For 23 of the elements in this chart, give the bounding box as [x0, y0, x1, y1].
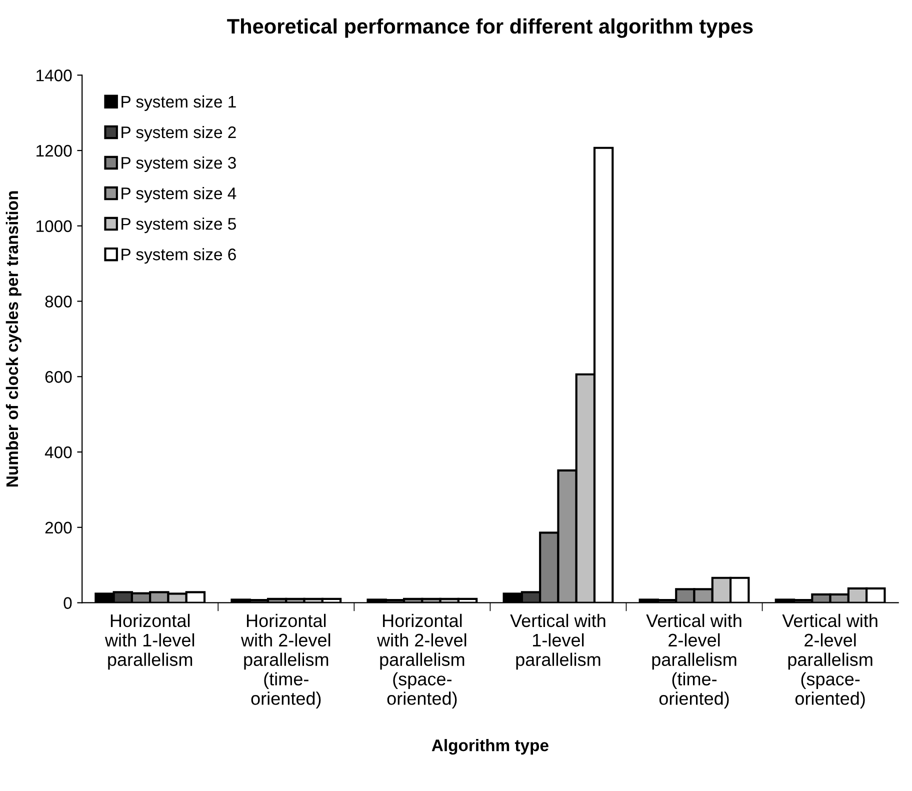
- legend-label: P system size 6: [122, 248, 236, 264]
- y-axis-title: Number of clock cycles per transition: [6, 191, 22, 486]
- legend-label: P system size 5: [122, 218, 236, 234]
- y-tick-label: 400: [44, 446, 72, 458]
- y-tick-label: 1200: [36, 144, 72, 157]
- y-tick-label: 200: [45, 522, 72, 534]
- x-tick-label: Vertical with 2-level parallelism (time- oriented): [646, 614, 742, 708]
- y-tick-label: 600: [45, 371, 72, 383]
- legend-label: P system size 2: [122, 126, 236, 142]
- legend-label: P system size 3: [122, 156, 236, 172]
- y-tick-label: 1400: [36, 70, 72, 82]
- legend-label: P system size 4: [122, 187, 236, 203]
- y-tick-label: 0: [64, 597, 72, 609]
- x-axis-title: Algorithm type: [432, 739, 548, 755]
- x-tick-label: Vertical with 1-level parallelism: [510, 614, 606, 670]
- y-tick-label: 800: [45, 296, 72, 308]
- legend-label: P system size 1: [122, 95, 236, 111]
- x-tick-label: Horizontal with 1-level parallelism: [104, 614, 194, 670]
- x-tick-label: Horizontal with 2-level parallelism (space- oriented): [377, 614, 466, 708]
- y-tick-label: 1000: [36, 220, 72, 232]
- x-tick-label: Horizontal with 2-level parallelism (time- oriented): [240, 614, 330, 708]
- x-tick-label: Vertical with 2-level parallelism (space- oriented): [782, 614, 878, 708]
- chart-title: Theoretical performance for different algorithm types: [227, 18, 753, 38]
